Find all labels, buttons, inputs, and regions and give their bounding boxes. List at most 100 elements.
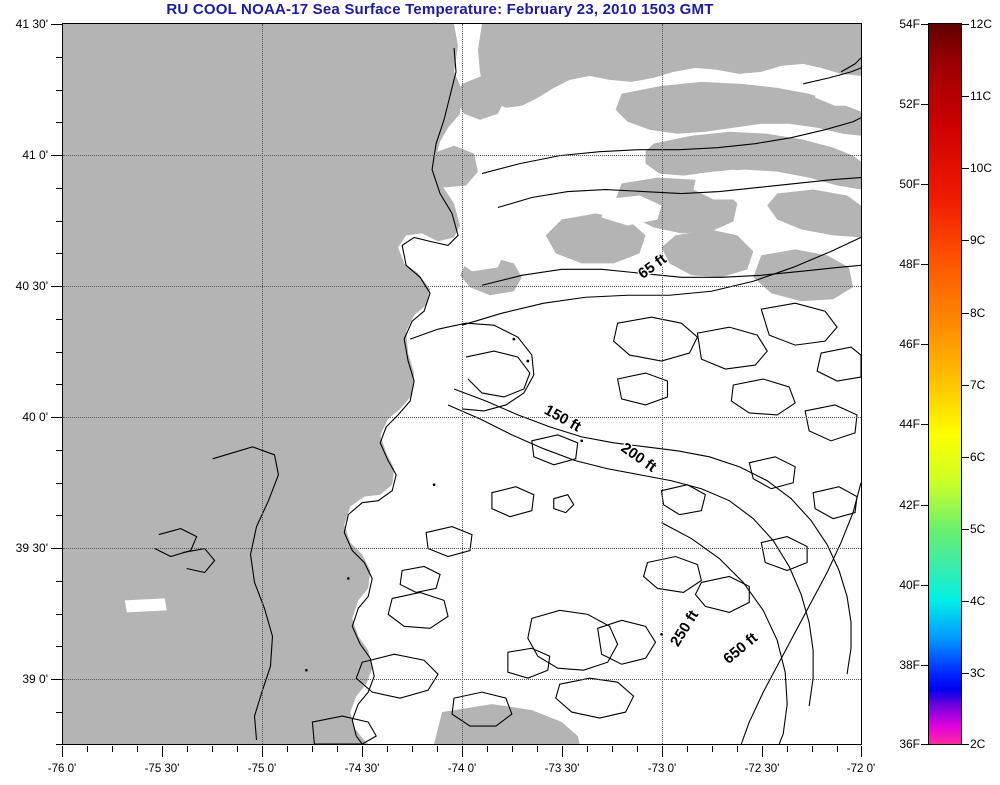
y-tick-minor [56,646,62,647]
y-axis-label: 40 0' [22,410,48,424]
x-tick-minor [212,746,213,752]
x-tick-major [462,746,463,757]
y-axis-label: 40 30' [15,279,48,293]
x-tick-minor [387,746,388,752]
x-tick-minor [437,746,438,752]
x-tick-minor [837,746,838,752]
y-axis-label: 41 30' [15,17,48,31]
colorbar-f-tick [921,424,929,425]
colorbar-f-tick [921,104,929,105]
colorbar-c-label: 5C [970,522,986,536]
x-tick-major [262,746,263,757]
colorbar-f-tick [921,744,929,745]
colorbar-f-label: 38F [899,658,920,672]
map-plot-area[interactable]: 65 ft 150 ft 200 ft 250 ft 650 ft [62,23,862,745]
x-tick-minor [637,746,638,752]
x-axis-label: -75 0' [247,763,277,775]
x-tick-minor [87,746,88,752]
colorbar-c-tick [962,529,969,530]
colorbar-f-tick [921,665,929,666]
x-axis-label: -73 30' [544,763,580,775]
x-axis-label: -73 0' [647,763,677,775]
figure-title: RU COOL NOAA-17 Sea Surface Temperature:… [166,1,714,18]
colorbar-f-label: 52F [899,97,920,111]
y-tick-major [51,24,62,25]
gridline-horizontal [63,548,861,549]
x-tick-minor [287,746,288,752]
y-tick-minor [56,384,62,385]
x-axis-label: -74 30' [344,763,380,775]
x-tick-minor [587,746,588,752]
colorbar-c-label: 10C [970,161,993,175]
x-axis-label: -72 30' [744,763,780,775]
colorbar-c-label: 12C [970,17,993,31]
x-tick-major [662,746,663,757]
colorbar-f-label: 48F [899,257,920,271]
x-axis-label: -76 0' [47,763,77,775]
x-tick-minor [612,746,613,752]
x-tick-major [861,746,862,757]
x-tick-minor [237,746,238,752]
x-tick-minor [687,746,688,752]
y-tick-minor [56,122,62,123]
x-axis-label: -74 0' [447,763,477,775]
colorbar-c-tick [962,24,969,25]
colorbar-c-tick [962,744,969,745]
x-axis-label: -75 30' [144,763,180,775]
x-tick-minor [537,746,538,752]
colorbar-c-tick [962,673,969,674]
colorbar-c-label: 8C [970,306,986,320]
y-tick-major [51,286,62,287]
x-tick-minor [137,746,138,752]
colorbar-c-tick [962,457,969,458]
colorbar-c-label: 6C [970,450,986,464]
gridline-vertical [262,24,263,744]
y-tick-major [51,548,62,549]
x-tick-minor [712,746,713,752]
y-tick-major [51,155,62,156]
colorbar-gradient [929,24,961,744]
y-axis-label: 39 0' [22,672,48,686]
colorbar-c-label: 9C [970,233,986,247]
y-tick-minor [56,581,62,582]
x-tick-major [362,746,363,757]
colorbar-f-label: 42F [899,498,920,512]
colorbar-f-label: 40F [899,578,920,592]
y-tick-minor [56,450,62,451]
colorbar-c-label: 2C [970,737,986,751]
x-tick-minor [512,746,513,752]
colorbar-c-label: 11C [970,89,992,103]
x-tick-major [562,746,563,757]
y-tick-minor [56,515,62,516]
y-tick-minor [56,483,62,484]
colorbar-f-tick [921,24,929,25]
x-tick-major [762,746,763,757]
x-axis-label: -72 0' [846,763,876,775]
x-tick-minor [337,746,338,752]
x-tick-minor [787,746,788,752]
x-tick-major [62,746,63,757]
gridline-vertical [662,24,663,744]
x-tick-minor [187,746,188,752]
x-tick-minor [737,746,738,752]
y-tick-minor [56,90,62,91]
gridline-vertical [861,24,862,744]
colorbar-c-tick [962,385,969,386]
colorbar-c-label: 4C [970,594,986,608]
y-tick-major [51,679,62,680]
y-tick-minor [56,352,62,353]
colorbar-f-label: 44F [899,417,920,431]
y-tick-minor [56,57,62,58]
colorbar-c-label: 7C [970,378,986,392]
y-tick-minor [56,221,62,222]
temperature-colorbar[interactable] [928,23,962,745]
colorbar-f-label: 36F [899,737,920,751]
x-tick-minor [112,746,113,752]
gridline-horizontal [63,679,861,680]
y-tick-minor [56,614,62,615]
gridline-horizontal [63,286,861,287]
y-tick-minor [56,319,62,320]
y-axis-label: 39 30' [15,541,48,555]
y-tick-minor [56,253,62,254]
